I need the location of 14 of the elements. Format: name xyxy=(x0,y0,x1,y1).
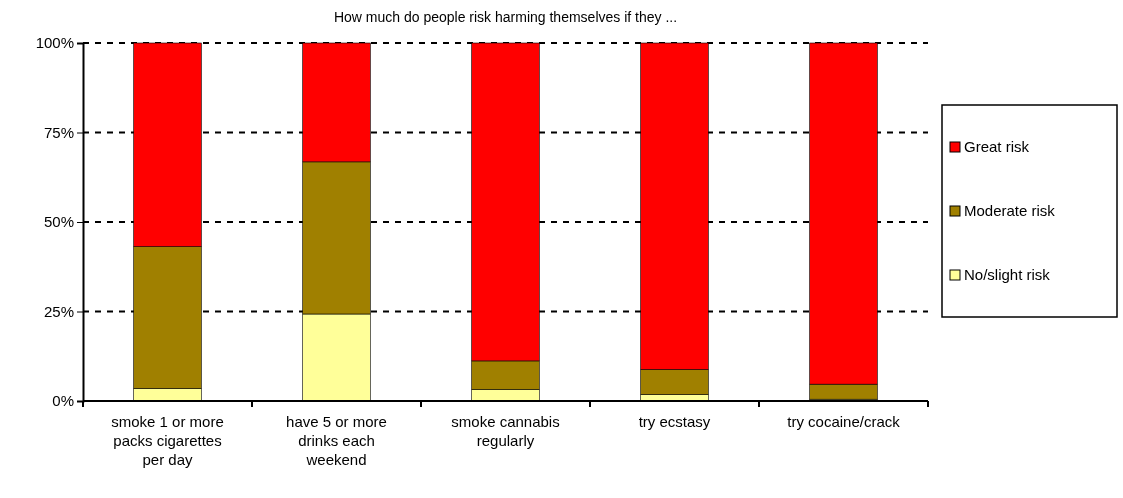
legend-label: Moderate risk xyxy=(964,202,1056,219)
y-tick-label: 75% xyxy=(43,123,74,141)
legend-label: Great risk xyxy=(964,138,1030,155)
x-tick-label: try cocaine/crack xyxy=(787,413,901,430)
y-tick-label: 0% xyxy=(52,392,74,410)
y-tick-label: 100% xyxy=(35,34,74,52)
legend-label: No/slight risk xyxy=(964,266,1051,283)
x-tick-label: smoke cannabis regularly xyxy=(451,413,560,449)
x-tick-label: smoke 1 or more packs cigarettes per day xyxy=(111,413,224,468)
y-tick-label: 50% xyxy=(43,213,74,231)
y-tick-label: 25% xyxy=(43,302,74,320)
x-tick-label: try ecstasy xyxy=(638,413,711,430)
x-tick-label: have 5 or more drinks each weekend xyxy=(286,413,387,468)
chart-title: How much do people risk harming themselves if they ... xyxy=(333,9,678,25)
